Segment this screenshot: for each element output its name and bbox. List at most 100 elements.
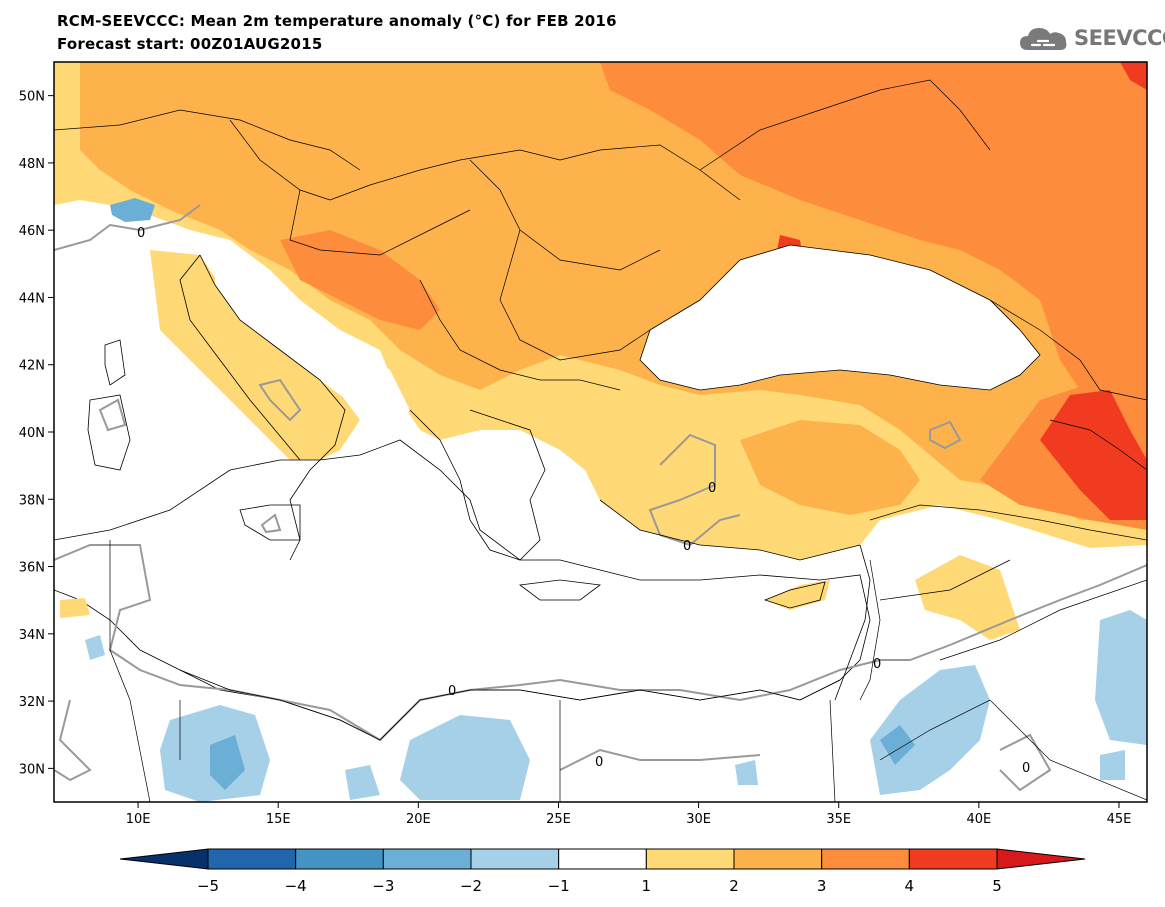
lon-tick-label: 20E bbox=[406, 812, 431, 827]
colorbar-level-label: −5 bbox=[197, 877, 219, 895]
zero-contour-arabia bbox=[999, 733, 1052, 792]
lat-tick-label: 36N bbox=[19, 561, 45, 576]
corsica-coast bbox=[104, 339, 126, 386]
warm-region-4c bbox=[1040, 390, 1147, 520]
contour-label: 0 bbox=[873, 657, 881, 672]
lat-tick-label: 48N bbox=[19, 157, 45, 172]
cold-tunisia bbox=[85, 635, 105, 660]
lon-tick-label: 25E bbox=[546, 812, 571, 827]
colorbar-level-label: 3 bbox=[817, 877, 827, 895]
colorbar-level-label: −2 bbox=[460, 877, 482, 895]
sardinia-coast bbox=[87, 394, 131, 471]
levant-coast bbox=[834, 544, 871, 701]
colorbar-max-arrow bbox=[996, 848, 1086, 870]
zero-contour-east bbox=[929, 420, 962, 450]
colorbar-bin bbox=[645, 848, 735, 870]
cyprus-coast bbox=[763, 581, 826, 609]
colorbar: −5 −4 −3 −2 −1 1 2 3 4 5 bbox=[119, 848, 1086, 895]
cold-alps bbox=[110, 198, 155, 222]
colorbar-level-label: 5 bbox=[992, 877, 1002, 895]
lat-tick-label: 40N bbox=[19, 426, 45, 441]
warm-east-4c bbox=[1120, 62, 1147, 90]
colorbar-bin bbox=[295, 848, 384, 870]
colorbar-level-label: 1 bbox=[642, 877, 652, 895]
zero-contour-labels: 0 0 0 0 0 0 0 bbox=[137, 226, 1030, 776]
colorbar-bin bbox=[207, 848, 297, 870]
zero-contour-libya bbox=[54, 699, 92, 782]
warm-tunisia bbox=[60, 598, 90, 618]
lon-tick-label: 45E bbox=[1107, 812, 1132, 827]
turkey-south-coast bbox=[599, 499, 861, 561]
lat-tick-label: 32N bbox=[19, 695, 45, 710]
lon-tick-label: 40E bbox=[966, 812, 991, 827]
warm-italy-1c bbox=[150, 250, 360, 470]
lat-tick-label: 30N bbox=[19, 762, 45, 777]
zero-contour-italy bbox=[258, 378, 302, 422]
zero-contour-sicily bbox=[260, 513, 282, 534]
lat-tick-label: 50N bbox=[19, 90, 45, 105]
colorbar-level-label: 2 bbox=[729, 877, 739, 895]
zero-contour-north-africa bbox=[54, 544, 1147, 742]
zero-contour-sardinia bbox=[98, 398, 127, 432]
lon-tick-label: 35E bbox=[826, 812, 851, 827]
map-title: RCM-SEEVCCC: Mean 2m temperature anomaly… bbox=[57, 12, 617, 30]
anomaly-field: 0 0 0 0 0 0 0 bbox=[54, 62, 1147, 802]
contour-label: 0 bbox=[708, 481, 716, 496]
cold-arabia-3 bbox=[1095, 610, 1147, 745]
cold-egypt bbox=[735, 760, 758, 785]
adriatic-sea bbox=[215, 250, 410, 430]
zero-contour-egypt bbox=[559, 748, 761, 771]
libya-coast bbox=[179, 669, 841, 741]
contour-label: 0 bbox=[1022, 761, 1030, 776]
colorbar-level-label: −3 bbox=[372, 877, 394, 895]
seevccc-logo: SEEVCCC bbox=[1018, 22, 1165, 54]
cold-libya-2 bbox=[210, 735, 245, 790]
colorbar-min-arrow bbox=[119, 848, 209, 870]
colorbar-bin bbox=[821, 848, 910, 870]
lon-tick-label: 10E bbox=[126, 812, 151, 827]
greece-coast bbox=[409, 409, 546, 561]
black-sea bbox=[639, 244, 1041, 391]
forecast-start-subtitle: Forecast start: 00Z01AUG2015 bbox=[57, 35, 323, 53]
latitude-axis: 30N 32N 34N 36N 38N 40N 42N 44N 46N 48N 50N bbox=[19, 90, 54, 777]
lat-tick-label: 44N bbox=[19, 291, 45, 306]
warm-region-3c bbox=[600, 62, 1147, 430]
warm-anatolia-2c bbox=[740, 420, 920, 515]
colorbar-bin bbox=[558, 848, 647, 870]
colorbar-level-label: −4 bbox=[285, 877, 307, 895]
contour-label: 0 bbox=[683, 539, 691, 554]
country-borders bbox=[54, 79, 1147, 802]
colorbar-level-label: 4 bbox=[905, 877, 915, 895]
italy-coast bbox=[179, 254, 346, 561]
warm-cyprus bbox=[765, 580, 830, 610]
colorbar-bin bbox=[733, 848, 823, 870]
cold-libya-3 bbox=[400, 715, 530, 800]
lat-tick-label: 42N bbox=[19, 359, 45, 374]
longitude-axis: 10E 15E 20E 25E 30E 35E 40E 45E bbox=[126, 802, 1132, 827]
warm-syria bbox=[915, 555, 1020, 640]
crete-coast bbox=[518, 579, 602, 601]
cold-arabia-2 bbox=[880, 725, 915, 765]
warm-balkan-3c bbox=[280, 230, 440, 330]
zero-contours bbox=[54, 204, 1147, 792]
contour-label: 0 bbox=[137, 226, 145, 241]
colorbar-bin bbox=[382, 848, 472, 870]
cold-arabia-4 bbox=[1100, 750, 1125, 780]
cloud-icon bbox=[1020, 28, 1067, 50]
lat-tick-label: 46N bbox=[19, 224, 45, 239]
logo-text: SEEVCCC bbox=[1074, 26, 1165, 50]
colorbar-bin bbox=[470, 848, 560, 870]
cold-libya-4 bbox=[345, 765, 380, 800]
contour-label: 0 bbox=[448, 684, 456, 699]
colorbar-level-label: −1 bbox=[548, 877, 570, 895]
zero-contour-alps bbox=[54, 204, 201, 251]
coastlines bbox=[87, 254, 871, 741]
contour-label: 0 bbox=[595, 755, 603, 770]
colorbar-bin bbox=[908, 848, 998, 870]
sicily-coast bbox=[239, 504, 301, 541]
lat-tick-label: 38N bbox=[19, 493, 45, 508]
lon-tick-label: 15E bbox=[266, 812, 291, 827]
zero-contour-anatolia bbox=[648, 433, 741, 547]
lon-tick-label: 30E bbox=[686, 812, 711, 827]
